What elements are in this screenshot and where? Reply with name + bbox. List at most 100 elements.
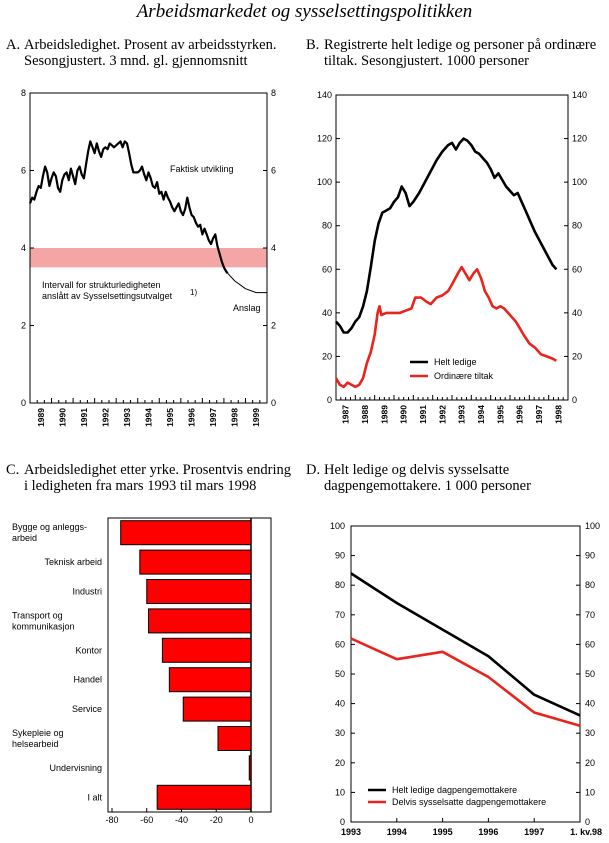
y-tick-label-right: 140 bbox=[572, 90, 587, 100]
y-tick-label-left: 30 bbox=[335, 728, 345, 738]
x-tick-label: -80 bbox=[105, 815, 118, 825]
x-tick-label: 1994 bbox=[144, 408, 154, 427]
x-tick-label: 1993 bbox=[457, 405, 467, 424]
y-tick-label-right: 20 bbox=[572, 351, 582, 361]
bar bbox=[182, 696, 252, 722]
x-tick-label: -40 bbox=[175, 815, 188, 825]
y-tick-label-right: 2 bbox=[271, 321, 276, 331]
panel-b-title-line2: tiltak. Sesongjustert. 1000 personer bbox=[324, 53, 529, 69]
y-tick-label-right: 40 bbox=[572, 308, 582, 318]
series-line-helt-ledige bbox=[350, 572, 581, 717]
y-tick-label-left: 40 bbox=[322, 308, 332, 318]
y-tick-label-right: 6 bbox=[271, 166, 276, 176]
annotation-interval-line1: Intervall for strukturledigheten bbox=[42, 280, 161, 290]
chart-c: -80 -60 -40 -20 0 Bygge og anleggs-arbeid Tekn… bbox=[12, 517, 272, 825]
y-tick-label-right: 10 bbox=[585, 787, 595, 797]
annotation-actual: Faktisk utvikling bbox=[170, 164, 234, 174]
y-tick-label-left: 140 bbox=[317, 90, 332, 100]
annotation-footnote: 1) bbox=[190, 288, 197, 297]
y-tick-label-left: 0 bbox=[340, 817, 345, 827]
y-tick-label-left: 120 bbox=[317, 134, 332, 144]
chart-d: 0 0 10 10 20 20 30 30 40 40 50 50 60 60 70 70 80 80 90 90 10… bbox=[330, 521, 602, 837]
series-line-delvis-sysselsatte bbox=[350, 637, 581, 728]
x-tick-label: -60 bbox=[140, 815, 153, 825]
panel-a-title: A. Arbeidsledighet. Prosent av arbeidssty… bbox=[6, 37, 276, 69]
x-tick-label: 1995 bbox=[165, 408, 175, 427]
x-tick-label: 1992 bbox=[100, 408, 110, 427]
panel-a-letter: A. bbox=[6, 37, 21, 53]
structural-unemployment-band bbox=[30, 248, 267, 268]
category-label: Service bbox=[72, 704, 102, 714]
y-tick-label-left: 100 bbox=[317, 177, 332, 187]
x-tick-label: -20 bbox=[210, 815, 223, 825]
y-tick-label-left: 50 bbox=[335, 669, 345, 679]
x-tick-label: 1998 bbox=[230, 408, 240, 427]
x-tick-label: 1997 bbox=[208, 408, 218, 427]
series-line-ordinaere-tiltak bbox=[334, 265, 558, 389]
bar bbox=[161, 637, 252, 663]
panel-c-title-line1: Arbeidsledighet etter yrke. Prosentvis e… bbox=[24, 462, 291, 478]
plot-frame bbox=[350, 525, 581, 823]
x-tick-label: 1997 bbox=[534, 405, 544, 424]
panel-c-letter: C. bbox=[6, 462, 20, 478]
panel-d-letter: D. bbox=[306, 462, 321, 478]
category-label: Teknisk arbeid bbox=[44, 557, 102, 567]
y-tick-label-right: 40 bbox=[585, 699, 595, 709]
x-tick-label: 1988 bbox=[360, 405, 370, 424]
x-tick-label: 1992 bbox=[437, 405, 447, 424]
y-tick-label-left: 80 bbox=[322, 221, 332, 231]
bar bbox=[156, 784, 252, 810]
x-tick-label: 1990 bbox=[57, 408, 67, 427]
y-tick-label-right: 90 bbox=[585, 551, 595, 561]
bar bbox=[139, 549, 252, 575]
y-tick-label-right: 0 bbox=[585, 817, 590, 827]
legend-label: Ordinære tiltak bbox=[434, 371, 494, 381]
category-label: kommunikasjon bbox=[12, 621, 75, 631]
y-tick-label-left: 6 bbox=[21, 166, 26, 176]
legend-label: Helt ledige dagpengemottakere bbox=[392, 785, 517, 795]
category-label: Sykepleie og bbox=[12, 728, 64, 738]
y-tick-label-right: 120 bbox=[572, 134, 587, 144]
y-tick-label-right: 4 bbox=[271, 243, 276, 253]
bar bbox=[168, 667, 252, 693]
y-tick-label-right: 80 bbox=[585, 580, 595, 590]
y-tick-label-left: 10 bbox=[335, 787, 345, 797]
y-tick-label-right: 30 bbox=[585, 728, 595, 738]
category-label: I alt bbox=[87, 792, 102, 802]
bar bbox=[120, 520, 252, 546]
x-tick-label: 0 bbox=[248, 815, 253, 825]
panel-d-title: D. Helt ledige og delvis sysselsatte dagp… bbox=[306, 462, 531, 494]
chart-a: 0 0 2 2 4 4 6 6 8 8 1989 1990 1991 1992 1993 1994 1995 19… bbox=[21, 88, 276, 427]
y-tick-label-left: 60 bbox=[335, 639, 345, 649]
x-tick-label: 1996 bbox=[478, 827, 498, 837]
category-label: arbeid bbox=[12, 533, 37, 543]
panel-c-title: C. Arbeidsledighet etter yrke. Prosentvis… bbox=[6, 462, 291, 494]
bar bbox=[248, 755, 252, 781]
category-label: Transport og bbox=[12, 610, 63, 620]
panel-d-title-line1: Helt ledige og delvis sysselsatte bbox=[324, 462, 510, 478]
series-line-forecast bbox=[227, 272, 267, 294]
y-tick-label-left: 0 bbox=[327, 395, 332, 405]
panel-b-letter: B. bbox=[306, 37, 320, 53]
bar bbox=[147, 608, 252, 634]
series-line-actual bbox=[28, 140, 229, 274]
x-tick-label: 1998 bbox=[553, 405, 563, 424]
y-tick-label-left: 60 bbox=[322, 264, 332, 274]
panel-a-title-line2: Sesongjustert. 3 mnd. gl. gjennomsnitt bbox=[24, 53, 248, 69]
category-label: Kontor bbox=[75, 645, 102, 655]
x-tick-label: 1989 bbox=[379, 405, 389, 424]
y-tick-label-right: 50 bbox=[585, 669, 595, 679]
x-tick-label: 1990 bbox=[399, 405, 409, 424]
y-tick-label-right: 0 bbox=[271, 398, 276, 408]
y-tick-label-left: 8 bbox=[21, 88, 26, 98]
panel-b-title-line1: Registrerte helt ledige og personer på o… bbox=[324, 37, 597, 53]
y-tick-label-left: 90 bbox=[335, 551, 345, 561]
y-tick-label-right: 0 bbox=[572, 395, 577, 405]
bar bbox=[217, 726, 252, 751]
y-tick-label-right: 100 bbox=[572, 177, 587, 187]
y-tick-label-right: 8 bbox=[271, 88, 276, 98]
x-tick-label: 1996 bbox=[187, 408, 197, 427]
y-tick-label-left: 40 bbox=[335, 699, 345, 709]
category-label: Industri bbox=[72, 587, 102, 597]
panel-a-title-line1: Arbeidsledighet. Prosent av arbeidsstyrk… bbox=[24, 37, 277, 53]
